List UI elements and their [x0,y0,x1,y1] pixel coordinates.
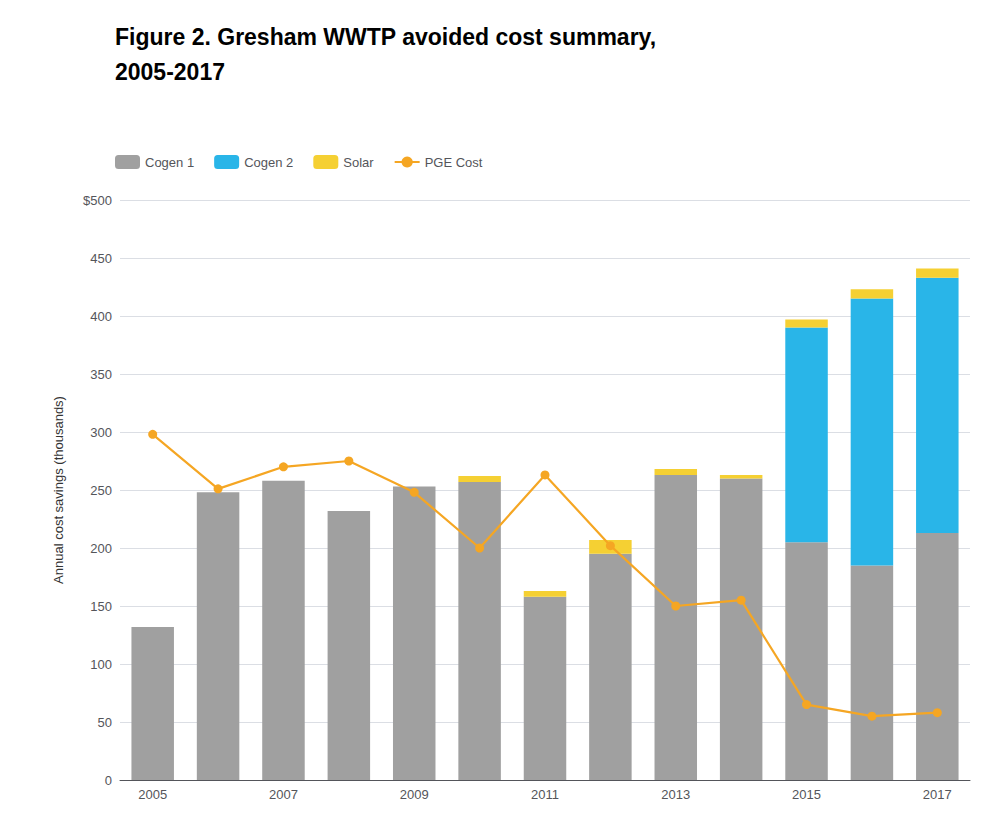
svg-text:Annual cost savings (thousands: Annual cost savings (thousands) [51,396,66,584]
svg-text:2011: 2011 [531,787,559,802]
svg-text:Solar: Solar [343,155,374,170]
svg-text:2015: 2015 [792,787,821,802]
svg-text:0: 0 [105,773,112,788]
svg-text:100: 100 [90,657,112,672]
svg-text:450: 450 [90,251,112,266]
svg-text:2005-2017: 2005-2017 [115,59,225,85]
svg-text:2013: 2013 [661,787,690,802]
svg-text:250: 250 [90,483,112,498]
svg-text:Cogen 2: Cogen 2 [244,155,293,170]
svg-text:350: 350 [90,367,112,382]
svg-text:300: 300 [90,425,112,440]
svg-text:200: 200 [90,541,112,556]
svg-text:PGE Cost: PGE Cost [425,155,483,170]
svg-text:400: 400 [90,309,112,324]
svg-text:2005: 2005 [138,787,167,802]
svg-text:50: 50 [98,715,112,730]
svg-text:2009: 2009 [400,787,429,802]
svg-text:2017: 2017 [923,787,952,802]
svg-text:150: 150 [90,599,112,614]
svg-text:Cogen 1: Cogen 1 [145,155,194,170]
svg-text:Figure 2. Gresham WWTP avoided: Figure 2. Gresham WWTP avoided cost summ… [115,24,656,50]
svg-text:2007: 2007 [269,787,298,802]
svg-text:$500: $500 [83,193,112,208]
